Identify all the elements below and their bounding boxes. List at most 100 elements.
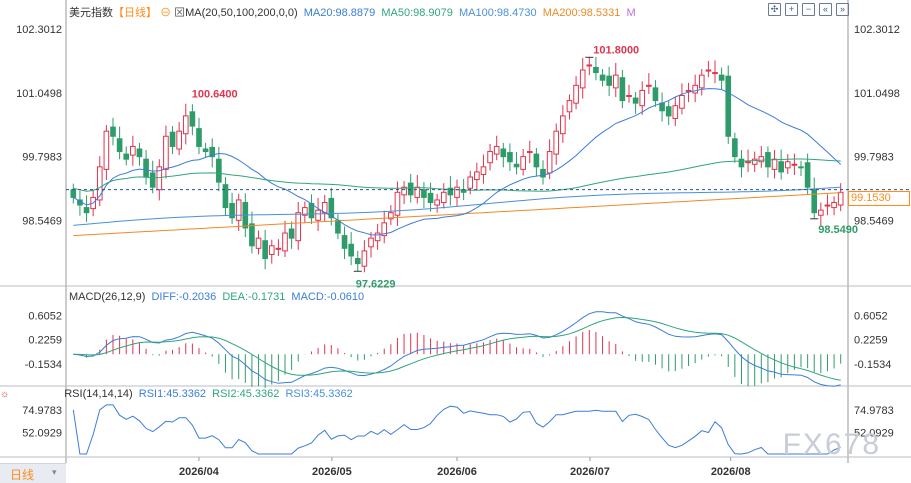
rsi-label: RSI(14,14,14) [64, 388, 133, 400]
candle-body [268, 245, 275, 255]
zoom-out-icon[interactable]: − [802, 3, 815, 16]
y-tick-label-left: 101.0498 [16, 88, 62, 100]
candle-body [705, 69, 712, 72]
macd-y-tick-right: 0.6052 [854, 310, 888, 322]
candle-body [665, 106, 672, 117]
candle-body [130, 145, 136, 156]
crosshair-icon[interactable]: ✣ [768, 3, 781, 16]
candle-body [698, 74, 705, 89]
candle-body [288, 228, 295, 239]
candle-body [169, 131, 176, 147]
candle-body [149, 172, 156, 188]
low2-annotation: 98.5490 [818, 224, 858, 236]
candle-body [176, 130, 182, 150]
candle-body [487, 151, 493, 164]
y-tick-label-right: 101.0498 [854, 88, 900, 100]
candle-body [255, 237, 262, 249]
candle-body [685, 89, 692, 92]
y-tick-label-right: 98.5469 [854, 215, 894, 227]
ma-label: MA(20,50,100,200,0,0) [185, 7, 298, 19]
candle-body [229, 203, 235, 219]
candle-body [560, 115, 566, 135]
macd-y-tick-right: -0.1534 [854, 359, 891, 371]
candle-body [83, 207, 90, 214]
rsi-header: ☼ RSI(14,14,14) RSI1:45.3362 RSI2:45.336… [0, 388, 353, 400]
macd-diff-line [73, 311, 841, 387]
candle-body [136, 148, 143, 158]
rewind-icon[interactable]: « [819, 3, 832, 16]
macd-y-tick-left: -0.1534 [25, 359, 62, 371]
candle-body [533, 153, 540, 168]
candle-body [612, 74, 619, 89]
y-tick-label-right: 102.3012 [854, 24, 900, 36]
ma200-line [73, 192, 841, 237]
candle-body [70, 189, 77, 198]
ma-m-value: M [626, 7, 636, 19]
period-label[interactable]: 【日线】 [113, 7, 157, 19]
forward-icon[interactable]: » [836, 3, 849, 16]
main-header: 美元指数【日线】 ⊖ ⊠MA(20,50,100,200,0,0) MA20:9… [69, 4, 636, 20]
candle-body [778, 161, 784, 173]
candle-body [784, 161, 791, 169]
rsi-y-tick-right: 74.9783 [854, 405, 894, 417]
zoom-in-icon[interactable]: + [785, 3, 798, 16]
ma200-value: MA200:98.5331 [542, 7, 621, 19]
eye-icon[interactable]: ⊖ [160, 7, 172, 19]
candle-body [639, 89, 646, 107]
macd-header: MACD(26,12,9) DIFF:-0.2036 DEA:-0.1731 M… [69, 291, 364, 303]
macd-y-tick-left: 0.2259 [28, 335, 62, 347]
chart-toolbar: ✣ + − « » [768, 3, 849, 16]
candle-body [335, 219, 341, 234]
candle-body [586, 64, 593, 67]
ma100-line [73, 186, 841, 226]
candle-body [480, 166, 487, 175]
candle-body [553, 130, 560, 155]
candle-body [493, 145, 500, 155]
candle-body [732, 138, 738, 158]
candle-body [196, 128, 202, 147]
candle-body [414, 186, 421, 198]
macd-dea: DEA:-0.1731 [222, 291, 286, 303]
x-tick-label: 2026/06 [437, 466, 477, 478]
candle-body [659, 102, 665, 112]
candle-body [302, 207, 308, 216]
ma100-value: MA100:98.4730 [458, 7, 537, 19]
current-price-tag: 99.1530 [848, 191, 910, 206]
candle-body [751, 158, 758, 165]
sun-icon[interactable]: ☼ [0, 389, 10, 400]
chart-title: 美元指数 [69, 7, 113, 19]
candle-body [599, 74, 606, 81]
caret-down-icon[interactable]: ▾ [52, 467, 57, 477]
candle-body [725, 75, 732, 137]
rsi-line [72, 404, 841, 455]
candle-body [619, 77, 626, 102]
candle-body [546, 151, 553, 174]
rsi1-value: RSI1:45.3362 [138, 388, 207, 400]
candle-body [652, 87, 659, 102]
indicator-icon[interactable]: ⊠ [174, 7, 186, 19]
candle-body [606, 75, 612, 86]
candle-body [156, 166, 163, 191]
candle-body [632, 97, 639, 104]
candle-body [315, 209, 321, 221]
candle-body [374, 232, 381, 242]
candle-body [341, 235, 348, 249]
candle-body [163, 135, 169, 170]
candle-body [354, 258, 361, 265]
x-tick-label: 2026/07 [570, 466, 610, 478]
candle-body [672, 105, 679, 119]
candle-body [454, 186, 460, 198]
candle-body [824, 204, 831, 207]
candle-body [500, 148, 507, 158]
candle-body [368, 237, 374, 248]
candle-body [718, 74, 725, 81]
x-tick-label: 2026/04 [179, 466, 220, 478]
y-tick-label-left: 99.7983 [22, 152, 62, 164]
candle-body [837, 191, 844, 206]
candle-body [798, 166, 804, 169]
candle-body [831, 201, 837, 209]
period-tab[interactable]: 日线 [10, 468, 35, 482]
candle-body [249, 223, 255, 247]
candle-body [526, 151, 533, 154]
